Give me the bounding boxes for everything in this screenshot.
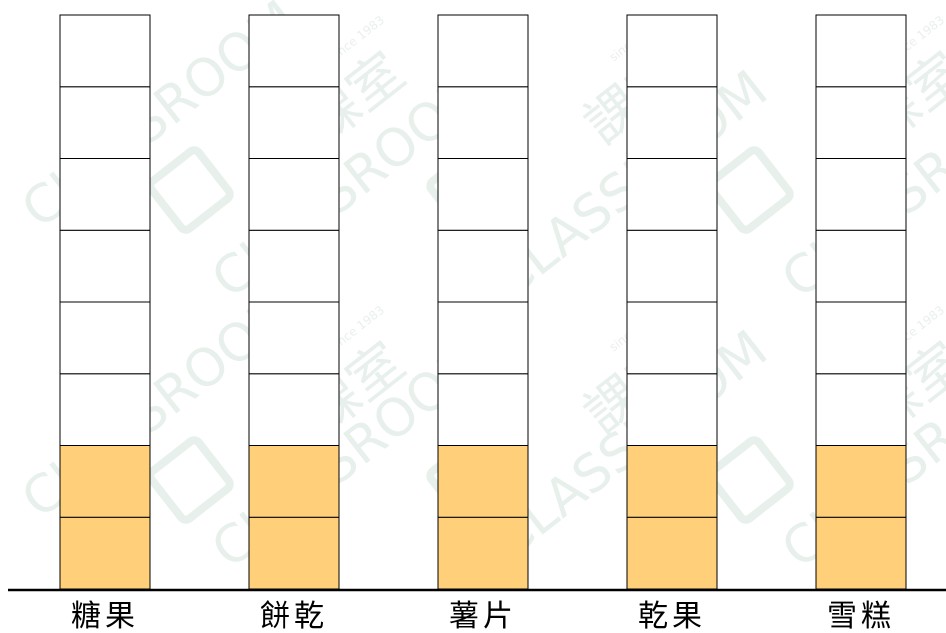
column-5	[815, 14, 907, 590]
empty-cell	[59, 229, 151, 303]
empty-cell	[248, 373, 340, 446]
column-1	[59, 14, 151, 590]
empty-cell	[248, 14, 340, 88]
filled-cell	[815, 516, 907, 590]
filled-cell	[248, 516, 340, 590]
category-label: 雪糕	[827, 599, 895, 633]
empty-cell	[815, 373, 907, 446]
watermark-logo-box	[146, 436, 234, 524]
filled-cell	[626, 445, 718, 518]
empty-cell	[626, 158, 718, 231]
filled-cell	[815, 445, 907, 518]
empty-cell	[437, 373, 529, 446]
empty-cell	[437, 14, 529, 88]
category-label: 糖果	[71, 599, 139, 633]
empty-cell	[437, 301, 529, 375]
empty-cell	[626, 14, 718, 88]
category-label: 乾果	[638, 599, 706, 633]
empty-cell	[815, 86, 907, 159]
empty-cell	[815, 14, 907, 88]
category-label: 薯片	[449, 599, 517, 633]
empty-cell	[59, 86, 151, 159]
empty-cell	[248, 301, 340, 375]
column-4	[626, 14, 718, 590]
column-2	[248, 14, 340, 590]
empty-cell	[626, 301, 718, 375]
watermark-logo-box	[146, 146, 234, 234]
filled-cell	[437, 445, 529, 518]
empty-cell	[815, 301, 907, 375]
empty-cell	[59, 301, 151, 375]
empty-cell	[248, 158, 340, 231]
empty-cell	[59, 14, 151, 88]
watermark-logo-box	[706, 436, 794, 524]
watermark-logo-box	[706, 146, 794, 234]
empty-cell	[437, 158, 529, 231]
empty-cell	[626, 229, 718, 303]
filled-cell	[626, 516, 718, 590]
filled-cell	[59, 516, 151, 590]
empty-cell	[248, 86, 340, 159]
empty-cell	[437, 229, 529, 303]
column-3	[437, 14, 529, 590]
category-label: 餅乾	[260, 599, 328, 633]
empty-cell	[437, 86, 529, 159]
filled-cell	[59, 445, 151, 518]
filled-cell	[437, 516, 529, 590]
empty-cell	[248, 229, 340, 303]
empty-cell	[815, 158, 907, 231]
empty-cell	[626, 373, 718, 446]
columns	[59, 14, 907, 590]
empty-cell	[59, 158, 151, 231]
empty-cell	[59, 373, 151, 446]
category-labels: 糖果 餅乾 薯片 乾果 雪糕	[71, 599, 895, 633]
empty-cell	[815, 229, 907, 303]
empty-cell	[626, 86, 718, 159]
filled-cell	[248, 445, 340, 518]
